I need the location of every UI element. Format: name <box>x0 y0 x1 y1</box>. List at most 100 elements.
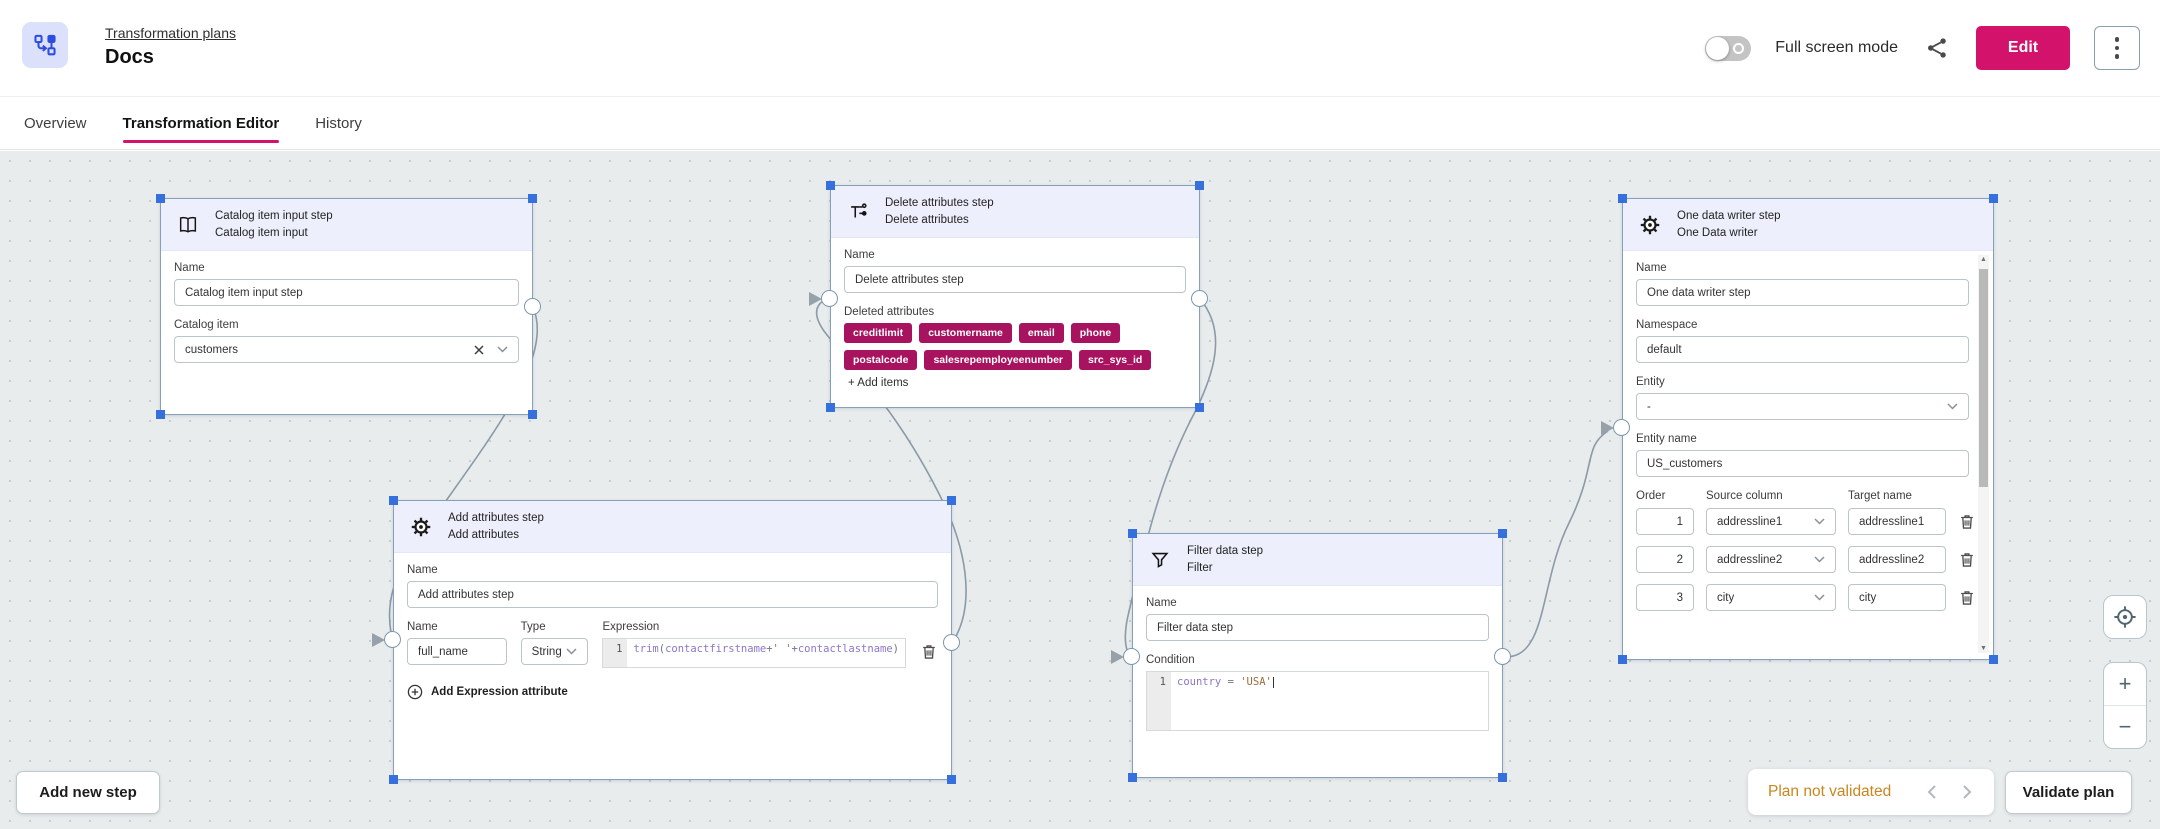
selection-handle[interactable] <box>528 410 537 419</box>
selection-handle[interactable] <box>1128 529 1137 538</box>
toggle-off-ring <box>1733 42 1745 54</box>
attribute-chip[interactable]: src_sys_id <box>1079 350 1152 370</box>
entity-select[interactable]: - <box>1636 393 1969 420</box>
selection-handle[interactable] <box>1195 181 1204 190</box>
output-port-add[interactable] <box>943 634 960 651</box>
input-port-add[interactable] <box>384 631 401 648</box>
source-column-select[interactable]: addressline2 <box>1706 546 1836 573</box>
breadcrumb[interactable]: Transformation plans <box>105 25 236 41</box>
catalog-item-select[interactable]: customers <box>174 336 519 363</box>
step-card-one-data-writer[interactable]: One data writer step One Data writer Nam… <box>1618 194 1998 664</box>
selection-handle[interactable] <box>1989 655 1998 664</box>
tab-overview[interactable]: Overview <box>24 114 87 132</box>
tab-history[interactable]: History <box>315 114 362 132</box>
center-view-button[interactable] <box>2103 595 2147 639</box>
condition-code[interactable]: country = 'USA' <box>1177 676 1274 688</box>
attribute-chip[interactable]: salesrepemployeenumber <box>924 350 1072 370</box>
selection-handle[interactable] <box>389 775 398 784</box>
validate-plan-button[interactable]: Validate plan <box>2005 771 2132 814</box>
scroll-down-icon[interactable]: ▼ <box>1980 645 1987 652</box>
trash-icon[interactable] <box>920 643 938 661</box>
namespace-input[interactable]: default <box>1636 336 1969 363</box>
step-title: Delete attributes step <box>885 196 994 209</box>
output-port-catalog[interactable] <box>524 298 541 315</box>
more-options-button[interactable] <box>2094 26 2140 70</box>
attribute-chip[interactable]: customername <box>919 323 1012 343</box>
input-port-delete[interactable] <box>821 290 838 307</box>
selection-handle[interactable] <box>826 181 835 190</box>
step-card-catalog-input[interactable]: Catalog item input step Catalog item inp… <box>156 194 537 419</box>
output-port-delete[interactable] <box>1191 290 1208 307</box>
selection-handle[interactable] <box>389 496 398 505</box>
chevron-right-icon <box>1962 785 1971 799</box>
zoom-in-button[interactable]: + <box>2104 663 2146 706</box>
name-input[interactable]: Catalog item input step <box>174 279 519 306</box>
target-name-input[interactable]: city <box>1848 584 1946 611</box>
chevron-down-icon[interactable] <box>497 346 508 353</box>
selection-handle[interactable] <box>1195 403 1204 412</box>
selection-handle[interactable] <box>1618 655 1627 664</box>
next-error-button[interactable] <box>1954 777 1980 807</box>
name-input[interactable]: Delete attributes step <box>844 266 1186 293</box>
attribute-chip[interactable]: postalcode <box>844 350 918 370</box>
step-card-delete-attributes[interactable]: Delete attributes step Delete attributes… <box>826 181 1204 412</box>
order-input[interactable]: 2 <box>1636 546 1694 573</box>
selection-handle[interactable] <box>1618 194 1627 203</box>
attribute-chip[interactable]: creditlimit <box>844 323 913 343</box>
attribute-chip[interactable]: email <box>1018 323 1064 343</box>
zoom-out-button[interactable]: − <box>2118 714 2132 739</box>
source-column-select[interactable]: addressline1 <box>1706 508 1836 535</box>
target-name-input[interactable]: addressline2 <box>1848 546 1946 573</box>
step-card-add-attributes[interactable]: Add attributes step Add attributes Name … <box>389 496 956 784</box>
input-port-writer[interactable] <box>1613 419 1630 436</box>
trash-icon[interactable] <box>1958 589 1976 607</box>
trash-icon[interactable] <box>1958 513 1976 531</box>
target-name-input[interactable]: addressline1 <box>1848 508 1946 535</box>
source-column-select[interactable]: city <box>1706 584 1836 611</box>
output-port-filter[interactable] <box>1494 648 1511 665</box>
edit-button[interactable]: Edit <box>1976 26 2070 70</box>
add-new-step-button[interactable]: Add new step <box>16 771 160 814</box>
fullscreen-label: Full screen mode <box>1775 39 1898 56</box>
scrollbar-thumb[interactable] <box>1979 269 1988 487</box>
selection-handle[interactable] <box>156 410 165 419</box>
selection-handle[interactable] <box>1498 773 1507 782</box>
condition-editor[interactable]: 1 country = 'USA' <box>1146 671 1489 731</box>
chevron-down-icon <box>1814 556 1825 563</box>
step-card-filter[interactable]: Filter data step Filter Name Filter data… <box>1128 529 1507 782</box>
card-scrollbar[interactable]: ▲ ▼ <box>1978 255 1989 653</box>
input-port-filter[interactable] <box>1123 648 1140 665</box>
step-subtitle: Delete attributes <box>885 214 969 226</box>
order-input[interactable]: 1 <box>1636 508 1694 535</box>
share-icon[interactable] <box>1922 33 1952 63</box>
selection-handle[interactable] <box>1128 773 1137 782</box>
add-expression-attribute-link[interactable]: Add Expression attribute <box>407 684 938 700</box>
selection-handle[interactable] <box>826 403 835 412</box>
clear-icon[interactable] <box>473 344 485 356</box>
step-subtitle: Add attributes <box>448 529 519 541</box>
entity-name-input[interactable]: US_customers <box>1636 450 1969 477</box>
scroll-up-icon[interactable]: ▲ <box>1980 256 1987 263</box>
entity-label: Entity <box>1636 376 1665 388</box>
name-input[interactable]: Filter data step <box>1146 614 1489 641</box>
selection-handle[interactable] <box>156 194 165 203</box>
expression-code[interactable]: trim(contactfirstname+' '+contactlastnam… <box>633 643 899 655</box>
line-number: 1 <box>603 639 628 667</box>
selection-handle[interactable] <box>1498 529 1507 538</box>
trash-icon[interactable] <box>1958 551 1976 569</box>
selection-handle[interactable] <box>947 775 956 784</box>
selection-handle[interactable] <box>528 194 537 203</box>
tab-transformation-editor[interactable]: Transformation Editor <box>122 97 279 149</box>
attribute-name-input[interactable]: full_name <box>407 638 507 665</box>
selection-handle[interactable] <box>947 496 956 505</box>
attribute-chip[interactable]: phone <box>1070 323 1121 343</box>
add-items-link[interactable]: + Add items <box>848 377 909 389</box>
name-input[interactable]: One data writer step <box>1636 279 1969 306</box>
previous-error-button[interactable] <box>1918 777 1944 807</box>
type-select[interactable]: String <box>520 638 589 665</box>
name-input[interactable]: Add attributes step <box>407 581 938 608</box>
order-input[interactable]: 3 <box>1636 584 1694 611</box>
expression-editor[interactable]: 1 trim(contactfirstname+' '+contactlastn… <box>602 638 906 668</box>
fullscreen-toggle[interactable] <box>1705 35 1752 61</box>
selection-handle[interactable] <box>1989 194 1998 203</box>
